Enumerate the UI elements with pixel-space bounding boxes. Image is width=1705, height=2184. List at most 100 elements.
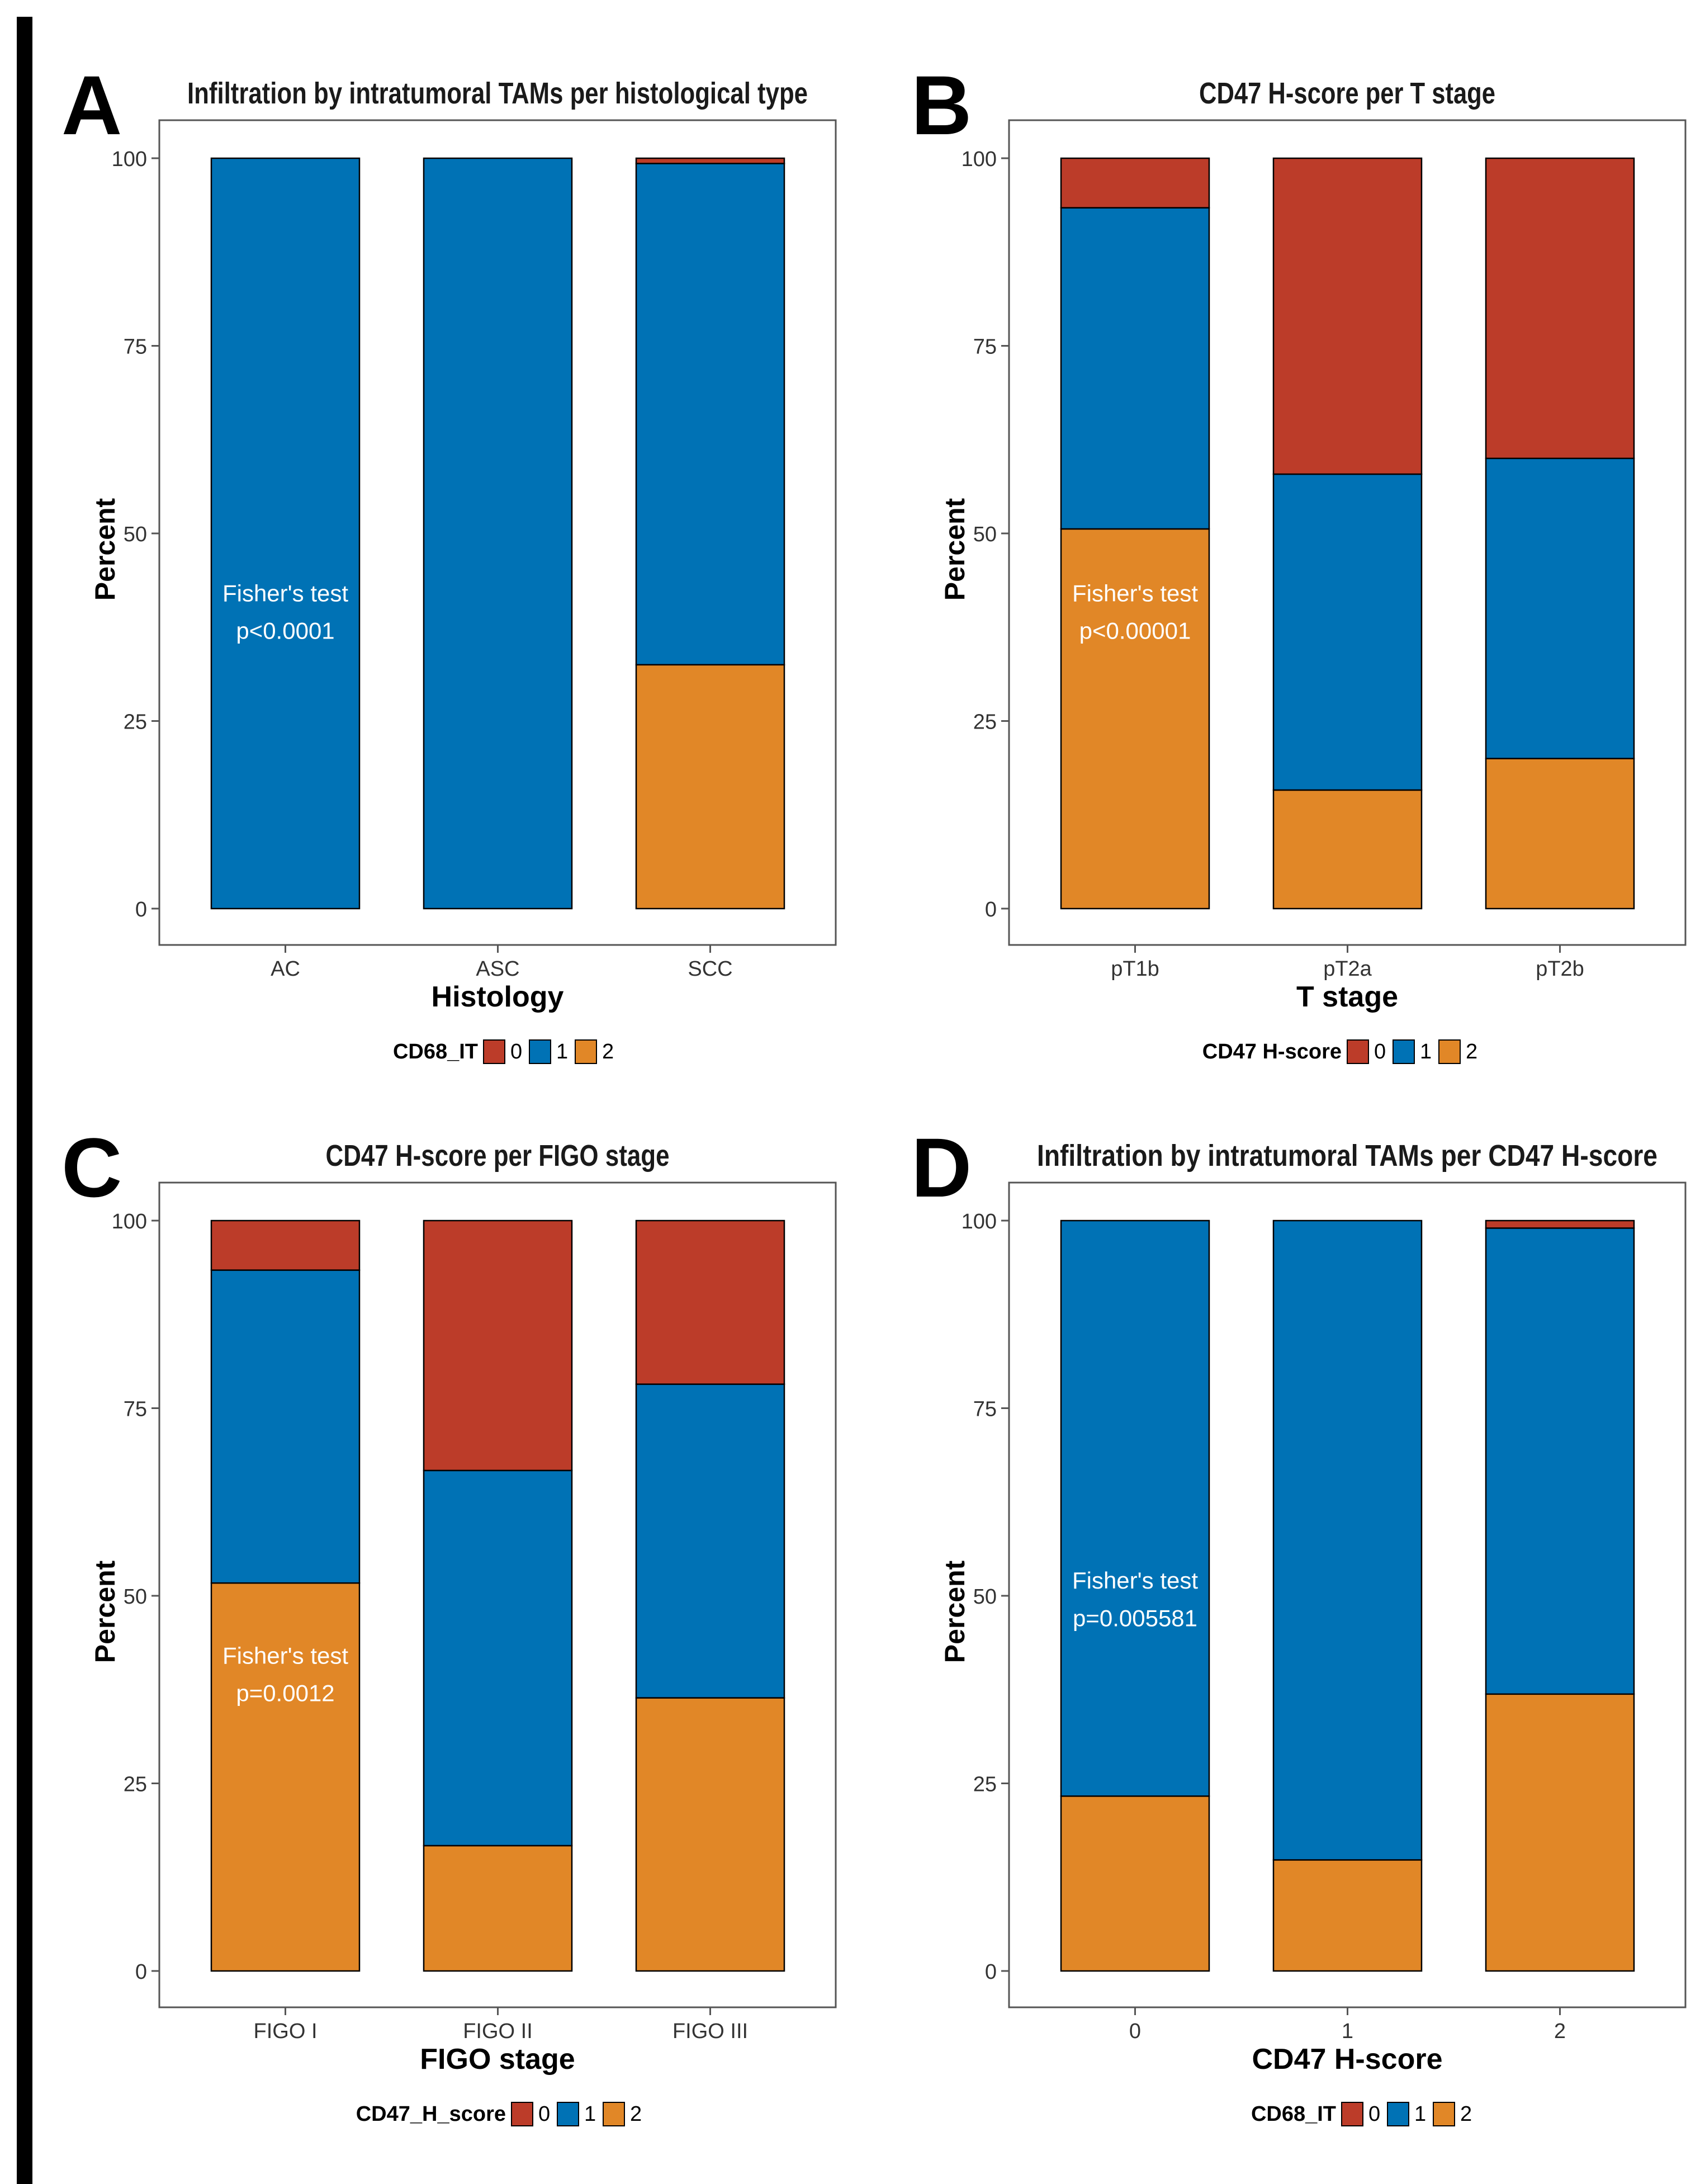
chart-title: Infiltration by intratumoral TAMs per CD… xyxy=(1037,1139,1657,1173)
legend-key-level-0 xyxy=(1347,1039,1369,1064)
legend-key-label: 1 xyxy=(584,2102,596,2126)
bar-segment-level-1 xyxy=(1272,473,1423,791)
legend-key-label: 1 xyxy=(1420,1040,1432,1063)
y-tick-label: 25 xyxy=(124,711,147,734)
bar-segment-level-1 xyxy=(635,1383,785,1699)
legend-key-label: 2 xyxy=(602,1040,614,1063)
legend-key-label: 2 xyxy=(1460,2102,1472,2126)
legend-key-level-1 xyxy=(1387,2102,1409,2126)
fisher-test-label: Fisher's test xyxy=(222,580,348,606)
x-axis-title: FIGO stage xyxy=(420,2043,575,2076)
legend-key-label: 2 xyxy=(1466,1040,1477,1063)
bar-segment-level-2 xyxy=(423,1845,573,1972)
panel-letter: D xyxy=(911,1121,972,1214)
bar-segment-level-1 xyxy=(1060,1219,1210,1797)
bar-segment-level-2 xyxy=(1272,1859,1423,1972)
y-tick-label: 25 xyxy=(124,1773,147,1797)
panel-letter: B xyxy=(911,58,972,152)
x-axis-title: Histology xyxy=(432,981,564,1013)
legend-key-level-1 xyxy=(1393,1039,1415,1064)
y-tick-label: 75 xyxy=(973,1398,997,1421)
x-axis-title: CD47 H-score xyxy=(1252,2043,1442,2076)
legend-title: CD68_IT xyxy=(393,1040,478,1063)
legend-title: CD47_H_score xyxy=(356,2102,506,2126)
legend-key-label: 1 xyxy=(556,1040,568,1063)
legend-key-level-0 xyxy=(483,1039,505,1064)
bar-segment-level-1 xyxy=(423,157,573,910)
y-tick-label: 0 xyxy=(985,898,997,921)
legend-key-level-2 xyxy=(575,1039,597,1064)
x-axis-title: T stage xyxy=(1296,981,1398,1013)
bar-segment-level-0 xyxy=(423,1219,573,1472)
bar-segment-level-0 xyxy=(635,1219,785,1385)
legend-key-label: 1 xyxy=(1414,2102,1426,2126)
panel-a: A Infiltration by intratumoral TAMs per h… xyxy=(61,58,837,1064)
fisher-test-label: Fisher's test xyxy=(222,1642,348,1668)
legend-key-level-2 xyxy=(1438,1039,1461,1064)
y-tick-label: 50 xyxy=(973,523,997,546)
y-tick-label: 100 xyxy=(112,1210,147,1233)
bar-segment-level-0 xyxy=(1485,157,1635,460)
y-tick-label: 75 xyxy=(124,1398,147,1421)
bar-segment-level-0 xyxy=(635,157,785,164)
legend-key-level-0 xyxy=(511,2102,533,2126)
fisher-test-pvalue: p=0.0012 xyxy=(236,1680,334,1706)
x-tick-label: FIGO III xyxy=(672,2020,748,2043)
bar-segment-level-0 xyxy=(1485,1219,1635,1229)
legend-title: CD68_IT xyxy=(1251,2102,1336,2126)
bar-segment-level-1 xyxy=(1485,1227,1635,1695)
x-tick-label: pT2b xyxy=(1536,957,1584,981)
bar-segment-level-2 xyxy=(1485,758,1635,910)
chart-title: CD47 H-score per T stage xyxy=(1199,77,1495,110)
legend-key-label: 0 xyxy=(1368,2102,1380,2126)
fisher-test-pvalue: p<0.00001 xyxy=(1079,617,1191,644)
legend-key-label: 2 xyxy=(630,2102,642,2126)
x-tick-label: ASC xyxy=(476,957,519,981)
x-tick-label: 1 xyxy=(1342,2020,1353,2043)
panel-b: B CD47 H-score per T stage 0 25 50 75 100 Perce… xyxy=(911,58,1687,1064)
bar-segment-level-2 xyxy=(1060,1795,1210,1972)
bar-segment-level-0 xyxy=(210,1219,361,1271)
bar-segment-level-1 xyxy=(1060,207,1210,530)
bar-segment-level-2 xyxy=(635,664,785,910)
fisher-test-label: Fisher's test xyxy=(1072,580,1198,606)
bar-segment-level-2 xyxy=(635,1697,785,1972)
bar-segment-level-1 xyxy=(1272,1219,1423,1861)
legend-key-level-1 xyxy=(557,2102,579,2126)
bar-segment-level-2 xyxy=(1060,528,1210,910)
y-tick-label: 0 xyxy=(135,898,147,921)
bar-segment-level-2 xyxy=(210,1582,361,1972)
x-tick-label: FIGO I xyxy=(254,2020,318,2043)
y-axis-title: Percent xyxy=(939,498,970,601)
bar-segment-level-1 xyxy=(210,1269,361,1584)
left-border-bar xyxy=(17,17,32,2184)
bar-segment-level-0 xyxy=(1060,157,1210,209)
fisher-test-pvalue: p<0.0001 xyxy=(236,617,334,644)
legend-key-level-0 xyxy=(1341,2102,1363,2126)
panel-letter: C xyxy=(61,1121,122,1214)
legend-key-level-2 xyxy=(603,2102,625,2126)
y-tick-label: 50 xyxy=(124,1585,147,1609)
x-tick-label: pT2a xyxy=(1323,957,1372,981)
x-tick-label: pT1b xyxy=(1111,957,1159,981)
bar-segment-level-0 xyxy=(1272,157,1423,475)
y-tick-label: 0 xyxy=(985,1960,997,1984)
legend-title: CD47 H-score xyxy=(1202,1040,1342,1063)
chart-title: CD47 H-score per FIGO stage xyxy=(326,1139,670,1173)
legend-key-label: 0 xyxy=(538,2102,550,2126)
panel-c: C CD47 H-score per FIGO stage 0 25 50 75 100 Pe… xyxy=(61,1121,837,2126)
x-tick-label: SCC xyxy=(688,957,732,981)
fisher-test-pvalue: p=0.005581 xyxy=(1073,1605,1197,1631)
y-tick-label: 25 xyxy=(973,711,997,734)
y-tick-label: 100 xyxy=(112,148,147,171)
y-tick-label: 50 xyxy=(124,523,147,546)
y-tick-label: 0 xyxy=(135,1960,147,1984)
bar-segment-level-2 xyxy=(1272,789,1423,910)
fisher-test-label: Fisher's test xyxy=(1072,1567,1198,1594)
x-tick-label: 2 xyxy=(1554,2020,1566,2043)
panel-letter: A xyxy=(61,58,122,152)
chart-title: Infiltration by intratumoral TAMs per hi… xyxy=(187,77,808,110)
y-tick-label: 75 xyxy=(973,335,997,359)
bar-segment-level-1 xyxy=(210,157,361,910)
y-axis-title: Percent xyxy=(89,498,121,601)
